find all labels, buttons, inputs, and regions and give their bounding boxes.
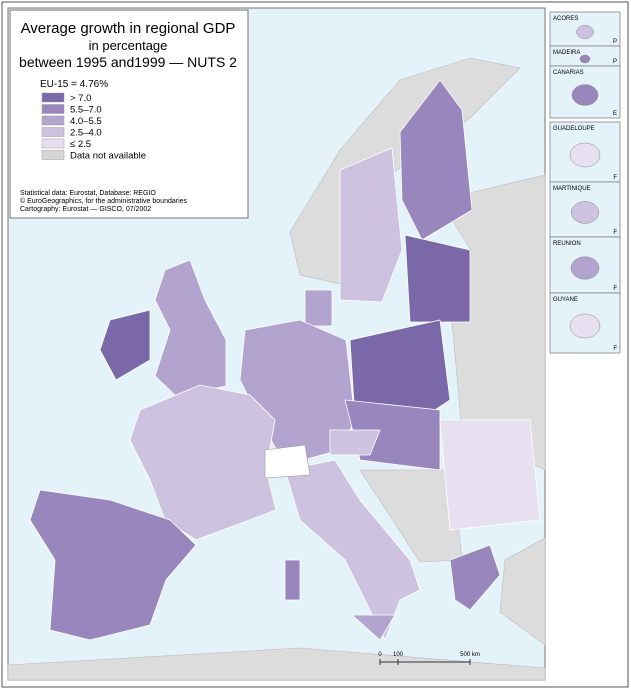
legend-label: Data not available [70,151,146,162]
title-line: in percentage [89,38,168,53]
inset-country: P [613,59,617,65]
inset-name: GUADELOUPE [553,126,595,132]
inset-land [571,201,599,224]
scale-label: 100 [393,652,404,658]
legend-label: 5.5–7.0 [70,105,102,116]
legend-label: 4.0–5.5 [70,116,102,127]
legend-swatch [41,127,65,137]
inset-name: GUYANE [553,297,578,303]
inset-land [569,313,601,339]
legend-label: ≤ 2.5 [70,139,91,150]
inset-name: CANARIAS [553,70,584,76]
inset-name: MADEIRA [553,50,580,56]
insets: ACORES P MADEIRA P CANARIAS E GUADELOUPE F MARTI… [549,11,621,354]
inset-country: F [613,286,617,292]
inset-land [569,142,601,168]
inset-country: F [613,230,617,236]
inset-box [549,121,621,183]
inset-country: E [613,111,617,117]
title-line: between 1995 and1999 — NUTS 2 [19,54,237,70]
legend-swatch [41,150,65,160]
title-line: Average growth in regional GDP [21,20,236,37]
source-line: © EuroGeographics, for the administrativ… [20,197,188,205]
legend-box [9,9,249,219]
inset-land [579,54,591,64]
inset-name: REUNION [553,241,581,247]
inset-country: F [613,175,617,181]
legend-label: 2.5–4.0 [70,128,102,139]
source-line: Statistical data: Eurostat, Database: RE… [20,190,156,197]
inset-land [576,24,594,40]
inset-country: P [613,39,617,45]
legend-swatch [41,138,65,149]
inset-land [570,256,600,280]
land [7,57,546,681]
scale-bar: 0 100 500 km [378,652,480,665]
legend-label: > 7.0 [70,93,91,104]
legend-heading: EU-15 = 4.76% [40,79,108,90]
inset-name: MARTINIQUE [553,186,591,192]
inset-country: F [613,346,617,352]
legend-swatch [41,104,65,114]
scale-label: 0 [378,652,382,658]
inset-name: ACORES [553,16,578,22]
scale-label: 500 km [460,652,480,658]
legend-swatch [41,115,65,126]
inset-land [571,84,599,106]
source-line: Cartography: Eurostat — GISCO, 07/2002 [20,206,151,213]
legend-swatch [41,92,65,103]
